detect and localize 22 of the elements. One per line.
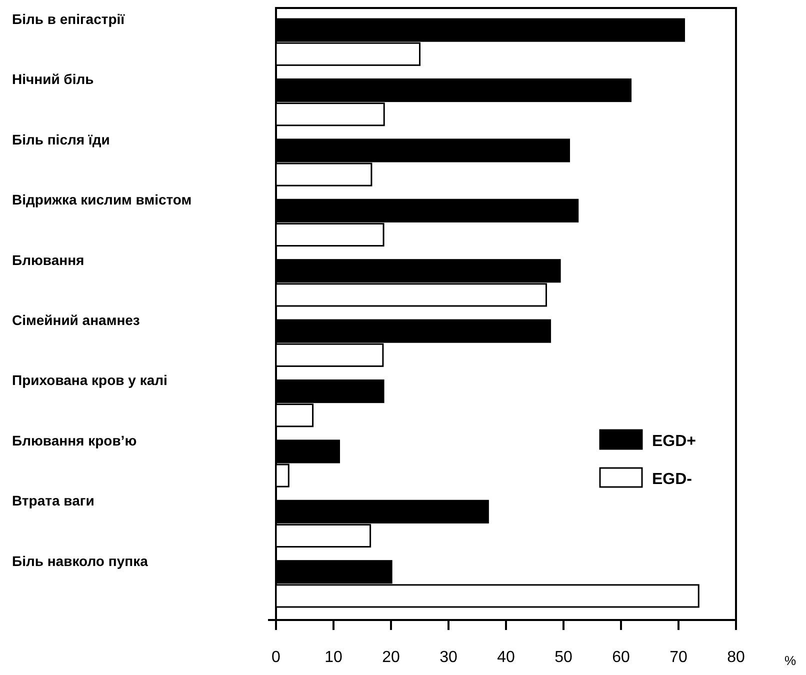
x-tick-label: 40 [497,649,515,666]
legend-label: EGD+ [652,433,696,450]
x-tick-label: 60 [612,649,630,666]
x-tick-label: 20 [382,649,400,666]
x-tick-label: 70 [670,649,688,666]
x-tick-label: 30 [440,649,458,666]
legend-label: EGD- [652,471,692,488]
x-tick-label: 80 [727,649,745,666]
y-tick-label: Біль в епігастрії [12,11,126,28]
y-tick-label: Прихована кров у калі [12,372,168,388]
y-tick-label: Біль навколо пупка [12,552,148,569]
y-tick-label: Сімейний анамнез [12,312,140,328]
y-tick-label: Блювання кров’ю [12,432,137,448]
y-tick-label: Блювання [12,252,84,268]
y-tick-label: Біль після їди [12,131,110,148]
x-tick-label: 10 [324,649,342,666]
x-axis-title: % [784,653,796,668]
y-tick-label: Втрата ваги [12,492,94,509]
x-tick-label: 50 [554,649,572,666]
x-tick-label: 0 [272,649,281,666]
y-tick-label: Нічний біль [12,71,94,88]
y-tick-label: Відрижка кислим вмістом [12,192,192,208]
